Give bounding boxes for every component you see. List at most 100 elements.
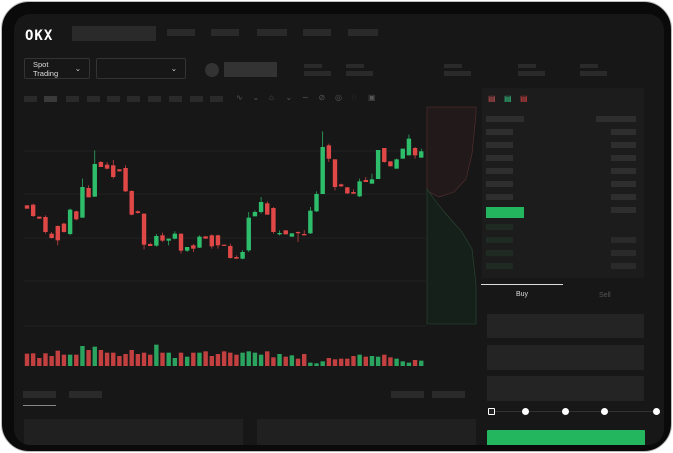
pair-select[interactable]: ⌄ xyxy=(96,58,186,79)
orders-panel xyxy=(24,419,243,445)
volume-bar xyxy=(289,355,295,366)
chart-tool-icon[interactable]: ⊘ xyxy=(318,93,326,102)
candle xyxy=(406,138,412,156)
candle xyxy=(160,235,165,241)
interval-button[interactable] xyxy=(87,96,100,102)
volume-bar xyxy=(135,354,141,366)
ask-price xyxy=(486,142,513,148)
bid-size xyxy=(611,237,636,243)
candle xyxy=(394,159,399,169)
price-input[interactable] xyxy=(487,314,644,338)
nav-item[interactable] xyxy=(303,29,331,36)
candle xyxy=(382,148,387,162)
chart-tool-icon[interactable]: ⌄ xyxy=(285,93,293,102)
candle xyxy=(228,246,233,258)
candle xyxy=(37,216,42,219)
interval-button[interactable] xyxy=(44,96,57,102)
ask-size xyxy=(611,168,636,174)
candle xyxy=(265,203,270,215)
slider-step[interactable] xyxy=(562,408,569,415)
volume-bar xyxy=(49,356,54,366)
interval-button[interactable] xyxy=(66,96,79,102)
chart-tool-icon[interactable]: ⌂ xyxy=(269,93,274,102)
volume-bar xyxy=(166,352,171,366)
volume-bar xyxy=(148,354,153,366)
slider-step[interactable] xyxy=(522,408,529,415)
candle xyxy=(277,233,282,235)
volume-bar xyxy=(240,352,245,366)
chart-tool-icon[interactable]: ◌ xyxy=(351,93,357,102)
volume-bar xyxy=(302,354,307,366)
stat-label xyxy=(346,64,364,68)
ask-price xyxy=(486,181,513,187)
candle xyxy=(123,168,128,192)
volume-bar xyxy=(80,346,85,366)
volume-bar xyxy=(369,356,375,366)
ask-size xyxy=(611,207,636,213)
volume-bar xyxy=(351,356,356,366)
candle xyxy=(74,211,79,220)
total-input[interactable] xyxy=(487,376,644,401)
nav-item[interactable] xyxy=(257,29,287,36)
candle xyxy=(203,236,208,239)
volume-bar xyxy=(234,354,239,366)
orderbook-both-icon[interactable]: ▤ xyxy=(488,94,496,103)
volume-bar xyxy=(363,356,368,366)
volume-bar xyxy=(123,354,128,366)
candlestick-chart[interactable] xyxy=(14,14,664,445)
coin-icon xyxy=(205,63,219,77)
volume-bar xyxy=(394,358,399,366)
slider-step[interactable] xyxy=(653,408,660,415)
chart-tool-icon[interactable]: ∼ xyxy=(302,93,309,102)
sell-tab[interactable]: Sell xyxy=(599,292,611,299)
chart-tool-icon[interactable]: ◎ xyxy=(335,93,342,102)
buy-button[interactable] xyxy=(487,430,645,445)
candle xyxy=(388,161,393,167)
chart-tool-icon[interactable]: ▣ xyxy=(368,93,376,102)
volume-bar xyxy=(258,354,264,366)
stat-label xyxy=(580,64,598,68)
candle xyxy=(215,235,221,246)
pair-name xyxy=(224,62,277,77)
orderbook-asks-icon[interactable]: ▤ xyxy=(520,94,528,103)
search-bar[interactable] xyxy=(72,26,156,41)
volume-bar xyxy=(382,354,387,366)
interval-button[interactable] xyxy=(148,96,161,102)
volume-bar xyxy=(86,350,91,366)
volume-bar xyxy=(228,352,233,366)
candle xyxy=(86,188,91,198)
slider-step[interactable] xyxy=(601,408,608,415)
volume-bar xyxy=(419,360,424,366)
amount-slider[interactable] xyxy=(488,408,660,415)
slider-handle[interactable] xyxy=(488,408,495,415)
volume-bar xyxy=(141,352,147,366)
volume-bar xyxy=(277,354,282,366)
candle xyxy=(314,194,319,212)
nav-item[interactable] xyxy=(167,29,195,36)
interval-button[interactable] xyxy=(210,96,223,102)
tab-order-history[interactable] xyxy=(69,391,102,398)
trading-screen: OKX Spot Trading ⌄ ⌄ ∿ ⌄ ⌂ ⌄ ∼ ⊘ ◎ ◌ ▣ ▤ ▤ ▤ Buy … xyxy=(14,14,664,445)
chevron-down-icon: ⌄ xyxy=(74,64,81,73)
stat-value xyxy=(346,71,373,76)
interval-button[interactable] xyxy=(169,96,182,102)
chart-tool-icon[interactable]: ∿ xyxy=(236,93,243,102)
tab-open-orders[interactable] xyxy=(23,391,56,398)
interval-button[interactable] xyxy=(190,96,203,102)
volume-bar xyxy=(98,350,104,366)
nav-item[interactable] xyxy=(211,29,239,36)
interval-button[interactable] xyxy=(107,96,120,102)
filter-control[interactable] xyxy=(391,391,424,398)
interval-button[interactable] xyxy=(24,96,37,102)
volume-bar xyxy=(388,357,393,366)
market-select[interactable]: Spot Trading ⌄ xyxy=(24,58,90,79)
depth-bids xyxy=(426,188,477,325)
buy-tab[interactable]: Buy xyxy=(516,291,529,298)
orderbook-bids-icon[interactable]: ▤ xyxy=(504,94,512,103)
filter-control[interactable] xyxy=(432,391,465,398)
amount-input[interactable] xyxy=(487,345,644,370)
interval-button[interactable] xyxy=(127,96,140,102)
candle xyxy=(104,164,110,169)
nav-item[interactable] xyxy=(348,29,378,36)
chart-tool-icon[interactable]: ⌄ xyxy=(252,93,260,102)
